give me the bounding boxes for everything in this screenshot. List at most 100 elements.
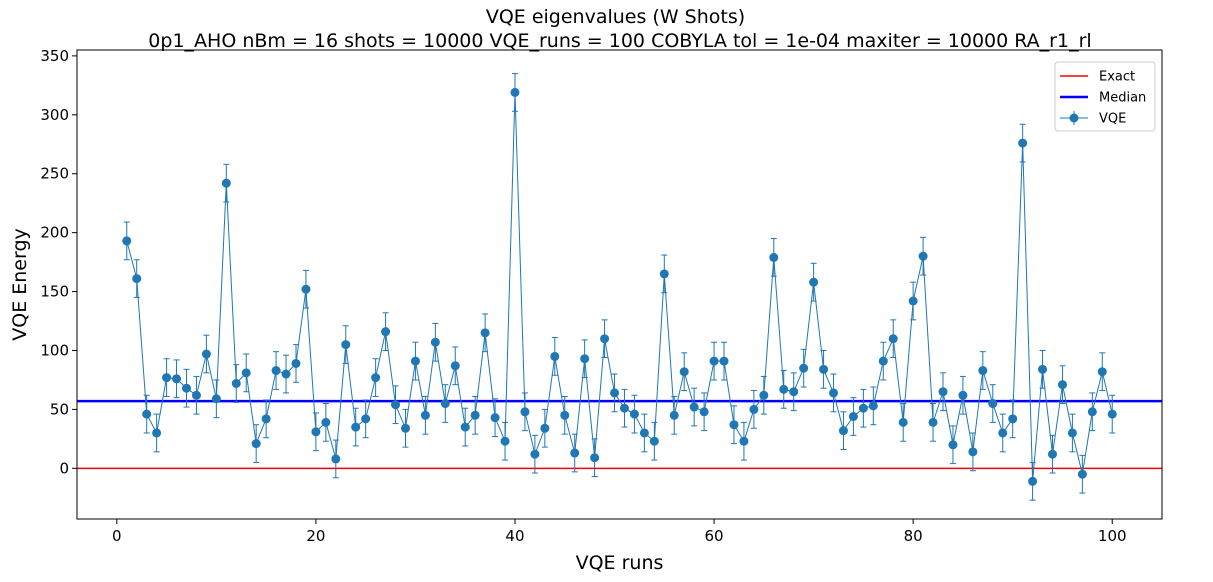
data-point bbox=[500, 436, 510, 446]
data-point bbox=[470, 410, 480, 420]
legend-median-label: Median bbox=[1099, 91, 1146, 106]
data-point bbox=[460, 422, 470, 432]
data-point bbox=[888, 334, 898, 344]
data-point bbox=[341, 340, 351, 350]
y-tick-label: 100 bbox=[40, 341, 69, 359]
data-point bbox=[311, 427, 321, 437]
data-point bbox=[829, 388, 839, 398]
data-point bbox=[779, 384, 789, 394]
data-point bbox=[201, 349, 211, 359]
data-point bbox=[381, 327, 391, 337]
data-point bbox=[132, 274, 142, 284]
data-point bbox=[739, 436, 749, 446]
data-point bbox=[998, 428, 1008, 438]
data-point bbox=[848, 411, 858, 421]
data-point bbox=[878, 356, 888, 366]
y-tick-label: 300 bbox=[40, 106, 69, 124]
data-point bbox=[789, 387, 799, 397]
plot-frame bbox=[76, 49, 1163, 520]
data-point bbox=[560, 410, 570, 420]
y-tick-label: 150 bbox=[40, 283, 69, 301]
data-point bbox=[122, 236, 132, 246]
data-point bbox=[570, 448, 580, 458]
data-point bbox=[142, 409, 152, 419]
data-point bbox=[361, 414, 371, 424]
data-point bbox=[898, 417, 908, 427]
y-tick-label: 50 bbox=[50, 400, 69, 418]
data-point bbox=[689, 402, 699, 412]
data-point bbox=[619, 403, 629, 413]
x-axis-label: VQE runs bbox=[576, 552, 664, 574]
x-tick-label: 0 bbox=[112, 527, 122, 545]
x-tick-label: 100 bbox=[1098, 527, 1127, 545]
data-point bbox=[908, 296, 918, 306]
data-point bbox=[430, 337, 440, 347]
data-point bbox=[819, 364, 829, 374]
data-point bbox=[391, 400, 401, 410]
data-point bbox=[400, 423, 410, 433]
data-point bbox=[978, 366, 988, 376]
data-point bbox=[948, 440, 958, 450]
data-point bbox=[1107, 409, 1117, 419]
data-point bbox=[769, 252, 779, 262]
data-point bbox=[331, 454, 341, 464]
data-point bbox=[281, 369, 291, 379]
data-point bbox=[510, 87, 520, 97]
data-point bbox=[938, 387, 948, 397]
data-point bbox=[600, 334, 610, 344]
data-point bbox=[838, 426, 848, 436]
data-point bbox=[858, 403, 868, 413]
vqe-series-line bbox=[126, 92, 1113, 482]
data-point bbox=[968, 447, 978, 457]
data-point bbox=[371, 373, 381, 383]
data-point bbox=[291, 358, 301, 368]
data-point bbox=[749, 404, 759, 414]
data-point bbox=[580, 354, 590, 364]
data-point bbox=[440, 399, 450, 409]
data-point bbox=[988, 399, 998, 409]
data-point bbox=[221, 178, 231, 188]
x-tick-label: 60 bbox=[705, 527, 724, 545]
data-point bbox=[928, 417, 938, 427]
x-tick-label: 40 bbox=[505, 527, 524, 545]
data-point bbox=[530, 449, 540, 459]
data-point bbox=[1018, 138, 1028, 148]
data-point bbox=[610, 388, 620, 398]
data-point bbox=[809, 277, 819, 287]
legend: Exact Median VQE bbox=[1054, 61, 1156, 132]
data-point bbox=[669, 410, 679, 420]
data-point bbox=[301, 284, 311, 294]
data-point bbox=[1087, 407, 1097, 417]
data-point bbox=[1057, 380, 1067, 390]
data-point bbox=[699, 407, 709, 417]
chart-title: VQE eigenvalues (W Shots) bbox=[485, 6, 746, 28]
data-point bbox=[231, 378, 241, 388]
data-point bbox=[540, 423, 550, 433]
data-point bbox=[1028, 476, 1038, 486]
data-point bbox=[629, 409, 639, 419]
data-point bbox=[211, 394, 221, 404]
data-point bbox=[152, 428, 162, 438]
data-point bbox=[799, 363, 809, 373]
data-point bbox=[958, 390, 968, 400]
data-point bbox=[709, 356, 719, 366]
data-point bbox=[759, 390, 769, 400]
data-point bbox=[490, 413, 500, 423]
data-point bbox=[918, 251, 928, 261]
data-point bbox=[679, 367, 689, 377]
data-point bbox=[1008, 414, 1018, 424]
data-point bbox=[1048, 449, 1058, 459]
data-point bbox=[1038, 364, 1048, 374]
data-point bbox=[410, 356, 420, 366]
data-point bbox=[420, 410, 430, 420]
y-tick-label: 200 bbox=[40, 224, 69, 242]
y-tick-label: 250 bbox=[40, 165, 69, 183]
y-tick-label: 350 bbox=[40, 47, 69, 65]
data-point bbox=[172, 374, 182, 384]
data-point bbox=[868, 401, 878, 411]
data-point bbox=[729, 420, 739, 430]
legend-exact-label: Exact bbox=[1099, 70, 1135, 85]
data-point bbox=[649, 436, 659, 446]
data-point bbox=[659, 269, 669, 279]
